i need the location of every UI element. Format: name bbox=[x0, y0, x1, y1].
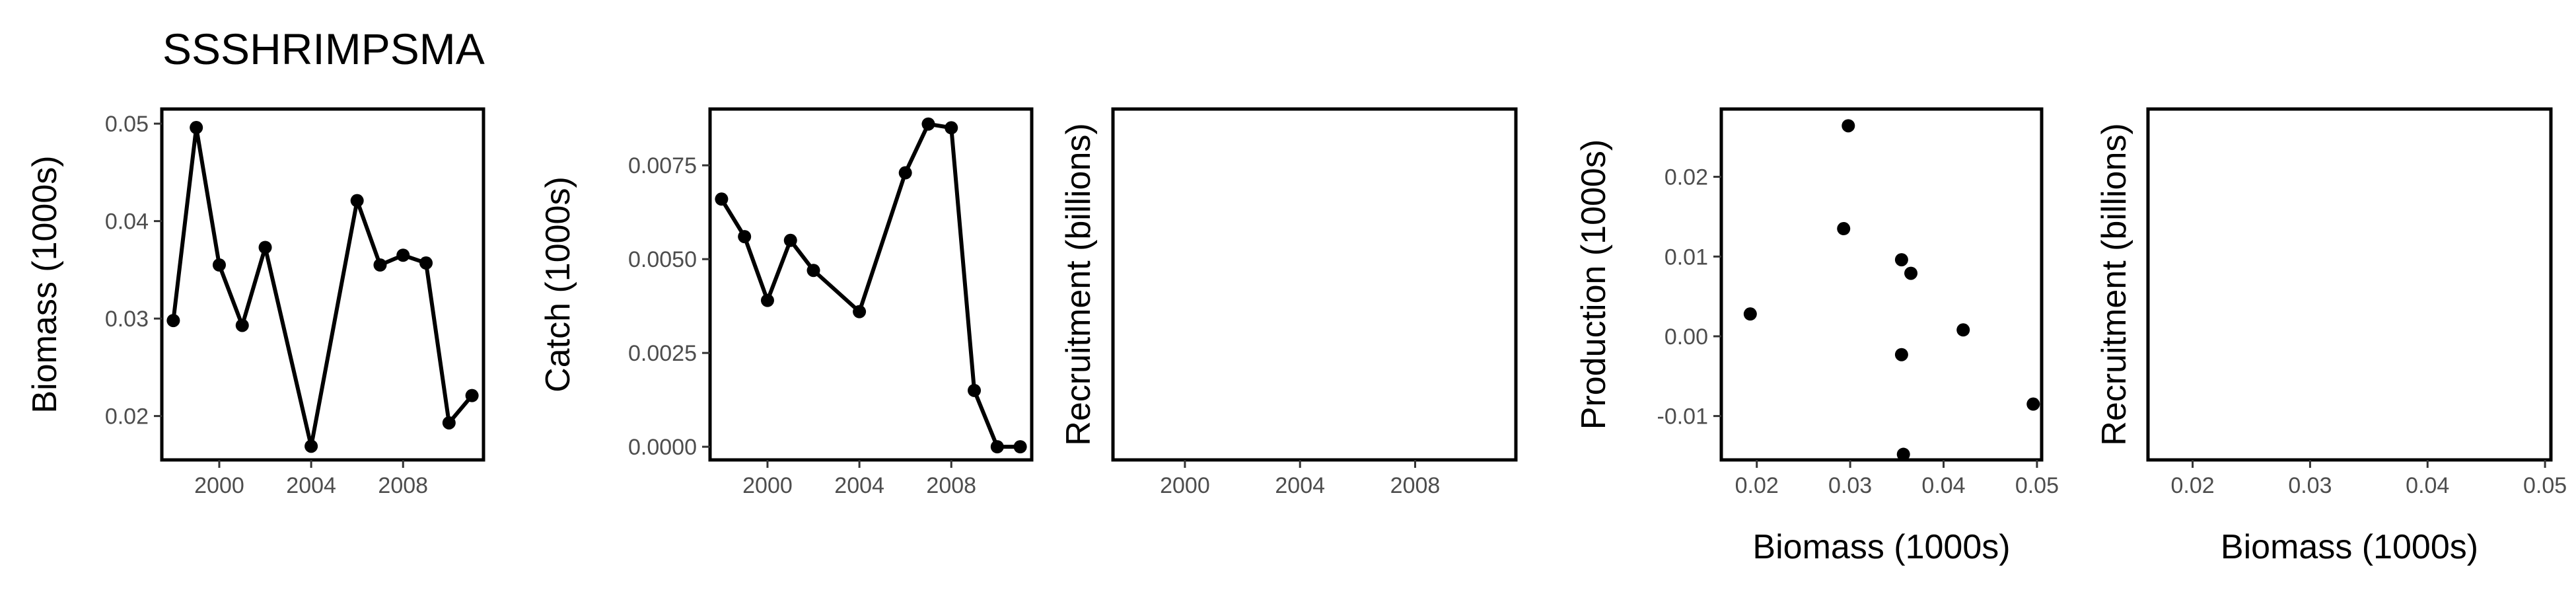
data-point bbox=[738, 230, 752, 244]
x-tick-label: 2008 bbox=[378, 473, 428, 498]
y-tick-label: 0.0025 bbox=[628, 341, 697, 366]
y-tick-label: 0.02 bbox=[1664, 165, 1708, 190]
data-point bbox=[783, 233, 797, 247]
x-tick-label: 2008 bbox=[926, 473, 976, 498]
x-tick-label: 2000 bbox=[194, 473, 244, 498]
data-point bbox=[806, 264, 820, 278]
data-point bbox=[373, 258, 387, 272]
data-point bbox=[898, 166, 912, 180]
data-point bbox=[304, 439, 318, 453]
y-tick-label: 0.00 bbox=[1664, 324, 1708, 350]
x-tick-label: 0.05 bbox=[2015, 473, 2059, 498]
x-tick-label: 2000 bbox=[1160, 473, 1210, 498]
y-axis-title: Production (1000s) bbox=[1575, 139, 1613, 430]
data-point bbox=[1842, 119, 1855, 133]
page-title: SSSHRIMPSMA bbox=[162, 24, 485, 73]
data-point bbox=[258, 241, 272, 254]
y-tick-label: 0.04 bbox=[105, 209, 149, 235]
data-point bbox=[1013, 440, 1027, 454]
x-tick-label: 0.02 bbox=[2170, 473, 2214, 498]
data-point bbox=[945, 121, 958, 135]
chart-panel-3: 2000 2004 2008 Recruitment (billions) bbox=[1059, 107, 1518, 498]
data-point bbox=[396, 248, 410, 262]
x-axis-title: Biomass (1000s) bbox=[1752, 528, 2010, 566]
series-line bbox=[171, 126, 474, 449]
data-point bbox=[190, 121, 203, 135]
y-axis-title: Recruitment (billions) bbox=[2095, 123, 2133, 445]
data-point bbox=[1894, 348, 1908, 361]
x-tick-label: 0.02 bbox=[1735, 473, 1779, 498]
chart-panel-5: 0.02 0.03 0.04 0.05 Recruitment (billions) Bi… bbox=[2095, 107, 2567, 566]
data-point bbox=[419, 256, 433, 270]
data-point bbox=[853, 305, 867, 318]
y-tick-label: 0.02 bbox=[105, 404, 149, 430]
data-point bbox=[968, 383, 982, 397]
x-tick-label: 0.04 bbox=[2406, 473, 2449, 498]
data-point bbox=[1896, 447, 1910, 461]
y-tick-label: 0.05 bbox=[105, 112, 149, 137]
panel-frame bbox=[1719, 107, 2044, 462]
y-tick-label: 0.01 bbox=[1664, 244, 1708, 270]
data-point bbox=[1956, 323, 1970, 337]
panel-frame bbox=[160, 107, 485, 462]
x-tick-label: 2004 bbox=[1275, 473, 1325, 498]
x-tick-label: 2004 bbox=[286, 473, 336, 498]
x-tick-label: 2008 bbox=[1390, 473, 1441, 498]
x-tick-label: 0.05 bbox=[2523, 473, 2567, 498]
data-point bbox=[350, 194, 364, 207]
x-axis-title: Biomass (1000s) bbox=[2221, 528, 2478, 566]
y-tick-label: 0.0000 bbox=[628, 435, 697, 460]
data-point bbox=[465, 389, 479, 402]
x-tick-label: 2004 bbox=[834, 473, 884, 498]
y-tick-label: 0.0050 bbox=[628, 247, 697, 272]
data-point bbox=[1837, 222, 1851, 236]
data-point bbox=[1743, 307, 1757, 321]
y-axis-title: Catch (1000s) bbox=[539, 176, 577, 392]
data-point bbox=[2026, 397, 2040, 411]
data-point bbox=[1894, 253, 1908, 267]
y-tick-label: 0.03 bbox=[105, 307, 149, 332]
x-tick-label: 0.04 bbox=[1921, 473, 1965, 498]
y-axis-title: Recruitment (billions) bbox=[1059, 123, 1098, 445]
data-point bbox=[235, 318, 249, 332]
series-line bbox=[719, 122, 1020, 449]
y-tick-label: -0.01 bbox=[1657, 404, 1709, 430]
panel-frame bbox=[2146, 107, 2553, 462]
x-tick-label: 0.03 bbox=[1828, 473, 1872, 498]
data-point bbox=[990, 440, 1004, 454]
chart-panel-1: 2000 2004 2008 0.02 0.03 0.04 0.05 Biomass (100… bbox=[26, 107, 485, 498]
data-point bbox=[1904, 266, 1918, 280]
x-tick-label: 2000 bbox=[742, 473, 793, 498]
data-point bbox=[442, 416, 456, 430]
chart-panel-2: 2000 2004 2008 0.0000 0.0025 0.0050 0.0075 Catc… bbox=[539, 107, 1034, 498]
panel-frame bbox=[708, 107, 1034, 462]
y-axis-title: Biomass (1000s) bbox=[26, 155, 64, 413]
data-point bbox=[166, 314, 180, 328]
data-point bbox=[921, 117, 935, 131]
y-tick-label: 0.0075 bbox=[628, 153, 697, 178]
x-tick-label: 0.03 bbox=[2288, 473, 2332, 498]
data-point bbox=[760, 293, 774, 307]
data-point bbox=[212, 258, 226, 272]
data-point bbox=[715, 192, 729, 206]
chart-panel-4: 0.02 0.03 0.04 0.05 -0.01 0.00 0.01 0.02 Product… bbox=[1575, 107, 2059, 566]
panel-frame bbox=[1111, 107, 1518, 462]
